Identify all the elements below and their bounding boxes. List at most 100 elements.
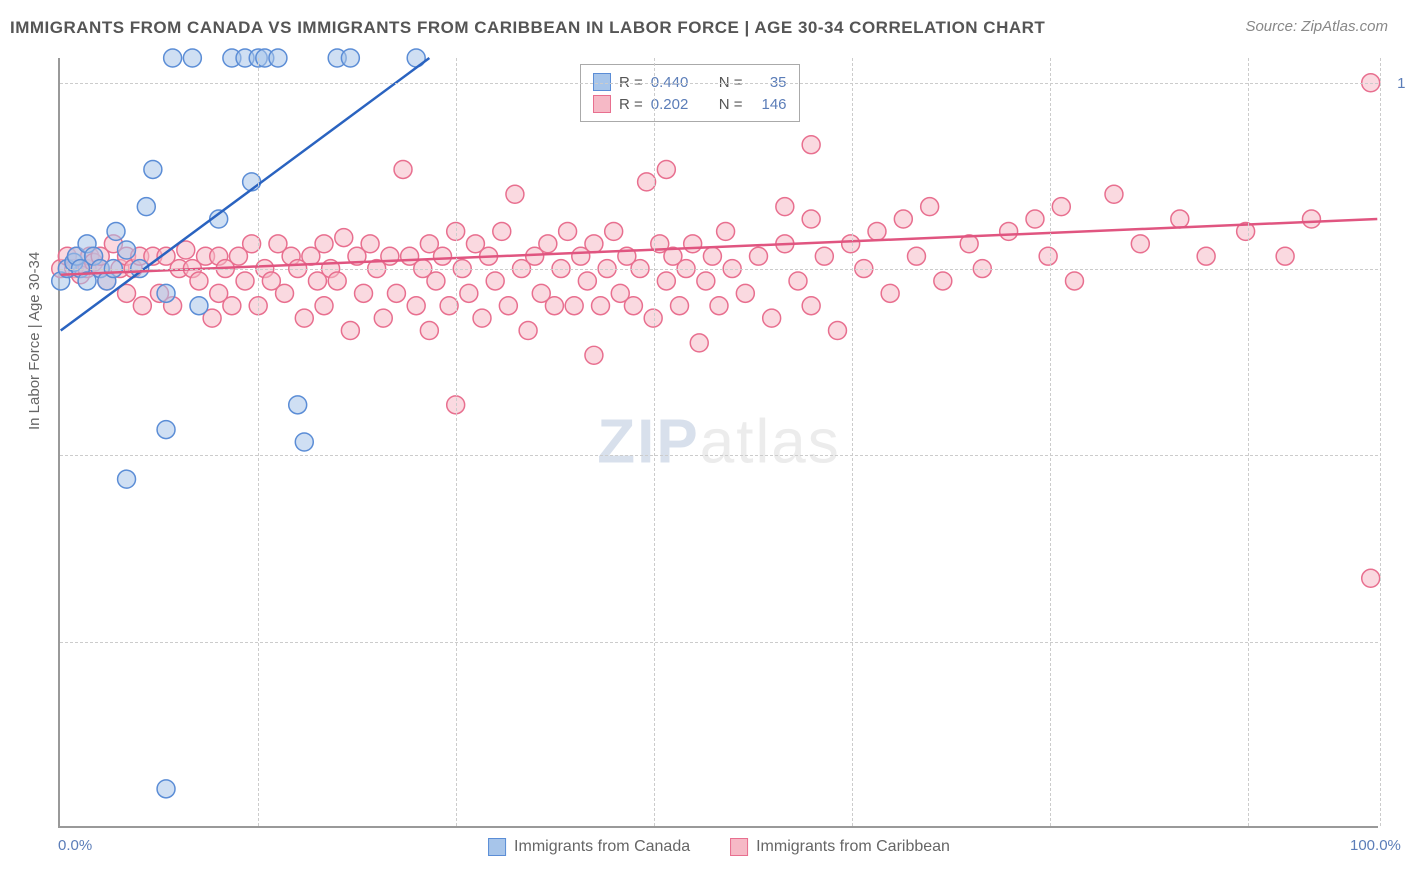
gridline-v [852, 58, 853, 826]
data-point [1026, 210, 1044, 228]
data-point [486, 272, 504, 290]
y-tick-label: 55.0% [1388, 634, 1406, 651]
data-point [420, 322, 438, 340]
gridline-v [1380, 58, 1381, 826]
data-point [381, 247, 399, 265]
data-point [703, 247, 721, 265]
data-point [144, 161, 162, 179]
legend-n-label: N = [719, 96, 743, 113]
data-point [394, 161, 412, 179]
data-point [473, 309, 491, 327]
data-point [624, 297, 642, 315]
data-point [578, 272, 596, 290]
data-point [565, 297, 583, 315]
stats-legend-row: R =0.202N =146 [593, 93, 787, 115]
data-point [427, 272, 445, 290]
data-point [1302, 210, 1320, 228]
data-point [133, 297, 151, 315]
data-point [657, 272, 675, 290]
source-attribution: Source: ZipAtlas.com [1245, 18, 1388, 35]
data-point [1171, 210, 1189, 228]
y-tick-label: 100.0% [1388, 75, 1406, 92]
data-point [763, 309, 781, 327]
data-point [697, 272, 715, 290]
bottom-legend: Immigrants from Canada Immigrants from Ca… [488, 838, 950, 856]
data-point [802, 210, 820, 228]
data-point [1131, 235, 1149, 253]
legend-label: Immigrants from Canada [514, 838, 690, 856]
data-point [118, 470, 136, 488]
data-point [921, 198, 939, 216]
data-point [137, 198, 155, 216]
data-point [183, 49, 201, 67]
data-point [1052, 198, 1070, 216]
data-point [190, 297, 208, 315]
data-point [545, 297, 563, 315]
data-point [499, 297, 517, 315]
data-point [157, 421, 175, 439]
data-point [710, 297, 728, 315]
data-point [592, 297, 610, 315]
data-point [223, 297, 241, 315]
stats-legend: R =0.440N =35R =0.202N =146 [580, 64, 800, 122]
y-tick-label: 85.0% [1388, 261, 1406, 278]
data-point [434, 247, 452, 265]
data-point [539, 235, 557, 253]
bottom-legend-item: Immigrants from Caribbean [730, 838, 950, 856]
data-point [1197, 247, 1215, 265]
data-point [328, 272, 346, 290]
data-point [341, 49, 359, 67]
data-point [585, 346, 603, 364]
legend-r-label: R = [619, 96, 643, 113]
data-point [829, 322, 847, 340]
legend-r-value: 0.202 [651, 96, 701, 113]
bottom-legend-item: Immigrants from Canada [488, 838, 690, 856]
data-point [750, 247, 768, 265]
data-point [802, 297, 820, 315]
data-point [1276, 247, 1294, 265]
data-point [295, 309, 313, 327]
gridline-v [258, 58, 259, 826]
data-point [355, 284, 373, 302]
data-point [842, 235, 860, 253]
chart-title: IMMIGRANTS FROM CANADA VS IMMIGRANTS FRO… [10, 18, 1045, 38]
data-point [815, 247, 833, 265]
data-point [657, 161, 675, 179]
gridline-v [1248, 58, 1249, 826]
data-point [1039, 247, 1057, 265]
data-point [374, 309, 392, 327]
data-point [881, 284, 899, 302]
gridline-v [456, 58, 457, 826]
x-tick-label: 100.0% [1350, 837, 1401, 854]
data-point [460, 284, 478, 302]
data-point [107, 222, 125, 240]
y-tick-label: 70.0% [1388, 447, 1406, 464]
y-axis-title: In Labor Force | Age 30-34 [26, 252, 43, 430]
data-point [387, 284, 405, 302]
data-point [157, 780, 175, 798]
data-point [493, 222, 511, 240]
data-point [894, 210, 912, 228]
data-point [605, 222, 623, 240]
plot-area: ZIPatlas R =0.440N =35R =0.202N =146 Imm… [58, 58, 1378, 828]
x-tick-label: 0.0% [58, 837, 92, 854]
data-point [776, 198, 794, 216]
data-point [684, 235, 702, 253]
data-point [717, 222, 735, 240]
data-point [736, 284, 754, 302]
gridline-v [1050, 58, 1051, 826]
data-point [868, 222, 886, 240]
gridline-v [654, 58, 655, 826]
data-point [289, 396, 307, 414]
data-point [407, 297, 425, 315]
data-point [315, 297, 333, 315]
data-point [361, 235, 379, 253]
data-point [908, 247, 926, 265]
data-point [335, 229, 353, 247]
data-point [190, 272, 208, 290]
data-point [1065, 272, 1083, 290]
data-point [559, 222, 577, 240]
legend-swatch [488, 838, 506, 856]
data-point [1105, 185, 1123, 203]
data-point [315, 235, 333, 253]
